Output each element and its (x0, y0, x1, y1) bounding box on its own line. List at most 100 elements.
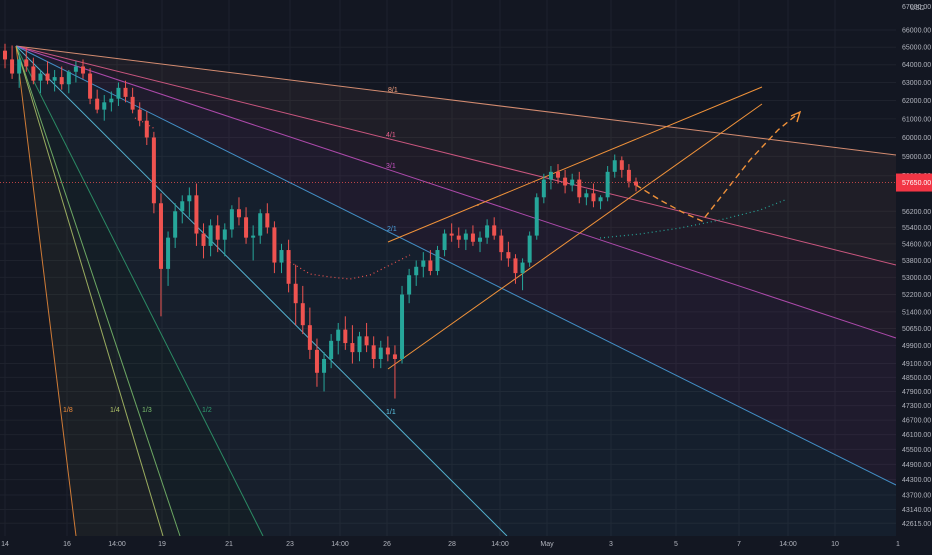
price-tick: 65000.00 (902, 45, 931, 52)
candle-body (173, 211, 178, 238)
candle-body (513, 258, 518, 274)
candle-body (470, 233, 475, 242)
fan-line (15, 45, 508, 537)
candle-body (492, 225, 497, 236)
candle-body (534, 197, 539, 236)
candle-body (449, 233, 454, 236)
time-tick: 16 (63, 541, 71, 548)
candle-body (478, 237, 483, 242)
candle-body (151, 137, 156, 204)
price-tick: 59000.00 (902, 154, 931, 161)
time-tick: 7 (737, 541, 741, 548)
time-tick: 14:00 (779, 541, 797, 548)
candle-body (612, 160, 617, 172)
candle-body (73, 66, 78, 72)
price-tick: 47900.00 (902, 389, 931, 396)
price-tick: 42615.00 (902, 521, 931, 528)
price-tick: 66000.00 (902, 27, 931, 34)
price-tick: 52200.00 (902, 292, 931, 299)
price-tick: 51400.00 (902, 309, 931, 316)
candle-body (286, 250, 291, 284)
candle-body (421, 260, 426, 267)
price-tick: 56200.00 (902, 209, 931, 216)
candle-body (300, 303, 305, 326)
fan-label-1-4: 1/4 (110, 407, 120, 414)
fan-label-1-2: 1/2 (202, 407, 212, 414)
time-tick: 26 (383, 541, 391, 548)
price-tick: 48500.00 (902, 375, 931, 382)
fan-zone (16, 46, 896, 536)
candle-body (527, 235, 532, 263)
price-tick: 61000.00 (902, 116, 931, 123)
channel-upper-line (387, 86, 763, 243)
time-tick: 14:00 (331, 541, 349, 548)
fan-line (15, 45, 897, 486)
last-price-label: 57650.00 (902, 180, 931, 187)
time-tick: 1 (896, 541, 900, 548)
candle-body (201, 233, 206, 246)
fan-line (15, 45, 897, 339)
price-tick: 44900.00 (902, 462, 931, 469)
candle-body (456, 235, 461, 240)
candle-body (634, 181, 638, 186)
price-tick: 63000.00 (902, 80, 931, 87)
price-tick: 60000.00 (902, 135, 931, 142)
candle-body (336, 329, 341, 341)
candle-body (442, 233, 447, 251)
time-tick: 5 (674, 541, 678, 548)
candle-body (208, 225, 213, 246)
candle-body (144, 120, 149, 138)
candle-body (591, 193, 596, 202)
candle-body (329, 340, 334, 359)
candle-body (314, 349, 319, 373)
price-axis[interactable] (896, 0, 932, 536)
time-tick: 14:00 (491, 541, 509, 548)
candle-body (598, 197, 603, 202)
candle-body (88, 73, 93, 99)
fan-label-2-1: 2/1 (387, 226, 397, 233)
price-tick: 44300.00 (902, 477, 931, 484)
price-tick: 53000.00 (902, 275, 931, 282)
fan-label-8-1: 8/1 (388, 87, 398, 94)
fan-line (15, 45, 264, 537)
candle-body (123, 87, 128, 97)
time-tick: 10 (831, 541, 839, 548)
candle-body (350, 343, 355, 353)
fan-label-1-3: 1/3 (142, 407, 152, 414)
price-tick: 49900.00 (902, 343, 931, 350)
candle-body (343, 329, 348, 344)
candle-body (463, 233, 468, 240)
price-tick: 46100.00 (902, 432, 931, 439)
candle-body (506, 252, 511, 259)
candle-body (80, 66, 85, 74)
fan-label-3-1: 3/1 (386, 163, 396, 170)
time-axis[interactable] (0, 536, 932, 550)
price-tick: 43140.00 (902, 507, 931, 514)
candle-body (130, 96, 135, 110)
candle-body (95, 98, 100, 110)
time-tick: 23 (286, 541, 294, 548)
candle-body (371, 345, 376, 359)
fan-line (15, 45, 897, 266)
candle-body (116, 87, 121, 99)
candle-body (485, 225, 490, 238)
candle-body (52, 77, 57, 81)
candle-body (229, 209, 234, 230)
candle-body (414, 266, 419, 276)
candle-body (137, 109, 142, 121)
price-tick: 46700.00 (902, 418, 931, 425)
candle-body (187, 195, 192, 202)
candle-body (428, 260, 433, 272)
time-tick: 3 (609, 541, 613, 548)
time-tick: 21 (225, 541, 233, 548)
candle-body (236, 209, 241, 218)
fan-label-1-1: 1/1 (386, 409, 396, 416)
price-tick: 62000.00 (902, 98, 931, 105)
candle-body (222, 229, 227, 240)
fan-label-4-1: 4/1 (386, 132, 396, 139)
candle-body (158, 203, 163, 269)
candle-body (385, 347, 390, 355)
